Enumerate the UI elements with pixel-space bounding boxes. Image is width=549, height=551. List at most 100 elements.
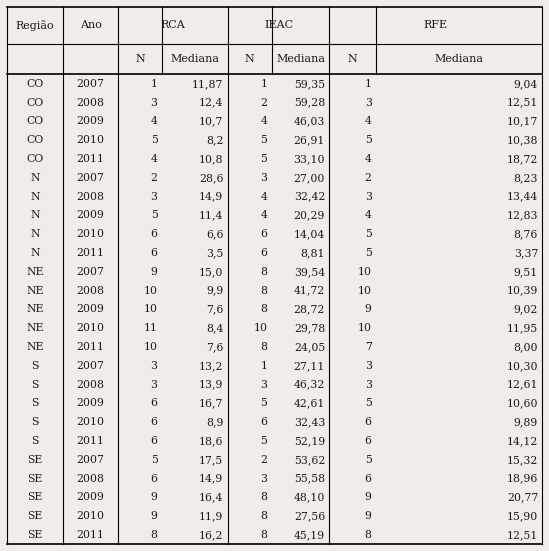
- Text: 4: 4: [365, 116, 372, 126]
- Text: 39,54: 39,54: [294, 267, 325, 277]
- Text: Mediana: Mediana: [435, 54, 484, 64]
- Text: 42,61: 42,61: [294, 398, 325, 408]
- Text: 2010: 2010: [76, 323, 105, 333]
- Text: 1: 1: [150, 79, 158, 89]
- Text: 12,4: 12,4: [199, 98, 223, 107]
- Text: 12,51: 12,51: [507, 530, 538, 540]
- Text: 6: 6: [260, 248, 267, 258]
- Text: 5: 5: [365, 398, 372, 408]
- Text: 8: 8: [260, 304, 267, 315]
- Text: 7: 7: [365, 342, 372, 352]
- Text: 8,76: 8,76: [514, 229, 538, 239]
- Text: 4: 4: [260, 116, 267, 126]
- Text: 45,19: 45,19: [294, 530, 325, 540]
- Text: S: S: [31, 398, 38, 408]
- Text: 9: 9: [365, 511, 372, 521]
- Text: 2008: 2008: [76, 98, 105, 107]
- Text: 2011: 2011: [76, 342, 105, 352]
- Text: 2010: 2010: [76, 417, 105, 427]
- Text: 5: 5: [150, 210, 158, 220]
- Text: 10: 10: [143, 304, 158, 315]
- Text: 14,04: 14,04: [294, 229, 325, 239]
- Text: CO: CO: [26, 98, 43, 107]
- Text: 2011: 2011: [76, 154, 105, 164]
- Text: 2011: 2011: [76, 530, 105, 540]
- Text: N: N: [30, 173, 40, 183]
- Text: 20,77: 20,77: [507, 493, 538, 503]
- Text: 3: 3: [365, 380, 372, 390]
- Text: 14,9: 14,9: [199, 192, 223, 202]
- Text: 11,95: 11,95: [507, 323, 538, 333]
- Text: 2007: 2007: [77, 267, 104, 277]
- Text: 29,78: 29,78: [294, 323, 325, 333]
- Text: 46,32: 46,32: [294, 380, 325, 390]
- Text: 3: 3: [150, 98, 158, 107]
- Text: 27,00: 27,00: [294, 173, 325, 183]
- Text: 2009: 2009: [77, 398, 104, 408]
- Text: 6: 6: [150, 417, 158, 427]
- Text: 12,51: 12,51: [507, 98, 538, 107]
- Text: NE: NE: [26, 304, 43, 315]
- Text: S: S: [31, 380, 38, 390]
- Text: 3: 3: [365, 361, 372, 371]
- Text: 1: 1: [260, 79, 267, 89]
- Text: 2011: 2011: [76, 436, 105, 446]
- Text: 5: 5: [150, 135, 158, 145]
- Text: 55,58: 55,58: [294, 474, 325, 484]
- Text: 2011: 2011: [76, 248, 105, 258]
- Text: 2: 2: [150, 173, 158, 183]
- Text: 6: 6: [150, 248, 158, 258]
- Text: 6: 6: [150, 474, 158, 484]
- Text: 27,11: 27,11: [294, 361, 325, 371]
- Text: 15,32: 15,32: [507, 455, 538, 465]
- Text: 10,7: 10,7: [199, 116, 223, 126]
- Text: 11,4: 11,4: [199, 210, 223, 220]
- Text: 46,03: 46,03: [294, 116, 325, 126]
- Text: 6: 6: [260, 417, 267, 427]
- Text: 20,29: 20,29: [294, 210, 325, 220]
- Text: 3,5: 3,5: [206, 248, 223, 258]
- Text: 5: 5: [260, 154, 267, 164]
- Text: 41,72: 41,72: [294, 285, 325, 295]
- Text: 10: 10: [143, 342, 158, 352]
- Text: 6: 6: [365, 436, 372, 446]
- Text: 5: 5: [365, 135, 372, 145]
- Text: 9,9: 9,9: [206, 285, 223, 295]
- Text: 9: 9: [150, 511, 158, 521]
- Text: 16,4: 16,4: [199, 493, 223, 503]
- Text: SE: SE: [27, 474, 43, 484]
- Text: 7,6: 7,6: [206, 342, 223, 352]
- Text: 8,4: 8,4: [206, 323, 223, 333]
- Text: 10: 10: [357, 323, 372, 333]
- Text: RFE: RFE: [424, 20, 448, 30]
- Text: 9: 9: [365, 304, 372, 315]
- Text: CO: CO: [26, 116, 43, 126]
- Text: Região: Região: [15, 20, 54, 31]
- Text: 4: 4: [260, 210, 267, 220]
- Text: 11,87: 11,87: [192, 79, 223, 89]
- Text: 48,10: 48,10: [294, 493, 325, 503]
- Text: 9,89: 9,89: [514, 417, 538, 427]
- Text: 10: 10: [357, 267, 372, 277]
- Text: Mediana: Mediana: [170, 54, 220, 64]
- Text: 2007: 2007: [77, 455, 104, 465]
- Text: 28,72: 28,72: [294, 304, 325, 315]
- Text: 5: 5: [365, 455, 372, 465]
- Text: N: N: [30, 229, 40, 239]
- Text: N: N: [135, 54, 145, 64]
- Text: 32,43: 32,43: [294, 417, 325, 427]
- Text: 2008: 2008: [76, 380, 105, 390]
- Text: 18,96: 18,96: [507, 474, 538, 484]
- Text: 10,30: 10,30: [507, 361, 538, 371]
- Text: 10,39: 10,39: [507, 285, 538, 295]
- Text: 9,04: 9,04: [514, 79, 538, 89]
- Text: 13,44: 13,44: [507, 192, 538, 202]
- Text: 4: 4: [260, 192, 267, 202]
- Text: 7,6: 7,6: [206, 304, 223, 315]
- Text: 5: 5: [260, 436, 267, 446]
- Text: 12,61: 12,61: [507, 380, 538, 390]
- Text: 16,2: 16,2: [199, 530, 223, 540]
- Text: 6: 6: [150, 436, 158, 446]
- Text: N: N: [348, 54, 357, 64]
- Text: CO: CO: [26, 79, 43, 89]
